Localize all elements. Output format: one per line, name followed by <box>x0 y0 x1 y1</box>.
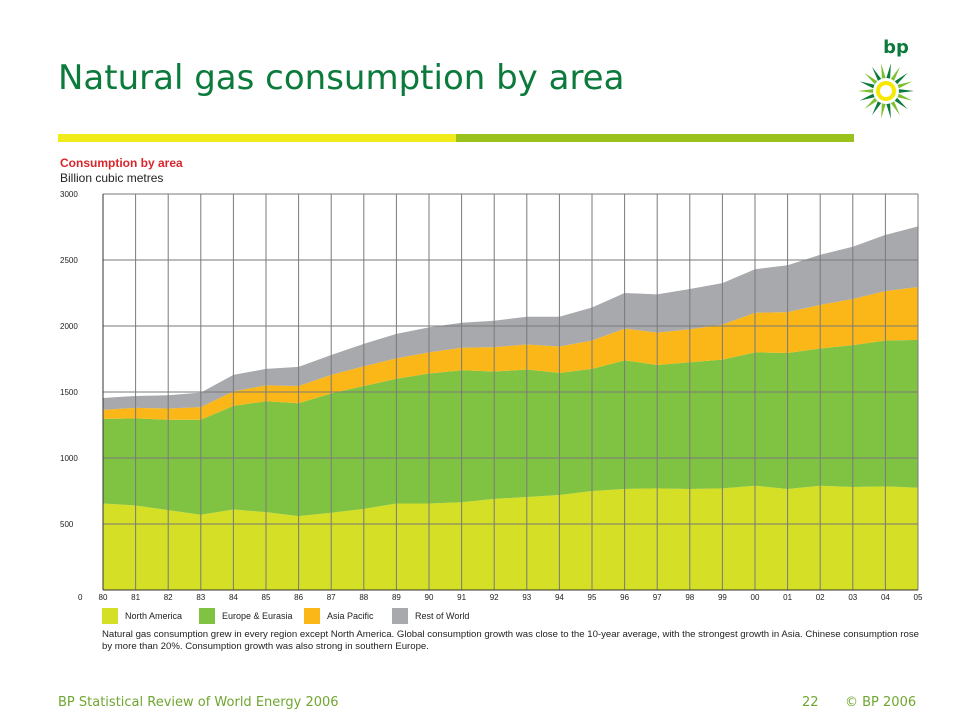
legend-swatch <box>304 608 320 624</box>
x-tick-label: 92 <box>490 593 499 602</box>
legend-label: North America <box>125 611 183 621</box>
x-tick-label: 86 <box>294 593 303 602</box>
area-layers <box>103 226 918 590</box>
logo-petal <box>859 81 876 89</box>
logo-petal <box>886 63 891 80</box>
x-tick-label: 89 <box>392 593 401 602</box>
logo-petal <box>858 88 875 94</box>
x-tick-label: 01 <box>783 593 792 602</box>
legend-label: Rest of World <box>415 611 470 621</box>
x-tick-label: 04 <box>881 593 890 602</box>
helios-icon: bp <box>858 37 914 119</box>
x-tick-label: 85 <box>262 593 271 602</box>
logo-petal <box>890 100 900 116</box>
x-tick-label: 97 <box>653 593 662 602</box>
y-tick-label: 1000 <box>60 454 78 463</box>
y-tick-label: 2500 <box>60 256 78 265</box>
legend-swatch <box>392 608 408 624</box>
chart-caption: Natural gas consumption grew in every re… <box>102 629 919 652</box>
logo-petal <box>896 93 913 101</box>
logo-petal <box>896 81 913 89</box>
accent-bar-yellow <box>58 134 456 142</box>
x-tick-label: 80 <box>99 593 108 602</box>
x-tick-labels: 80 81 82 83 84 85 86 87 88 89 90 91 92 93 94 95 96 97 98 99… <box>99 593 923 602</box>
legend-label: Europe & Eurasia <box>222 611 293 621</box>
x-tick-label: 99 <box>718 593 727 602</box>
gridlines <box>102 193 919 590</box>
logo-petal <box>890 66 900 82</box>
x-tick-label: 82 <box>164 593 173 602</box>
logo-petal <box>897 88 914 94</box>
logo-petal <box>886 102 891 119</box>
x-tick-label: 03 <box>848 593 857 602</box>
page-number: 22 <box>802 695 819 710</box>
area-north-america <box>103 485 918 590</box>
y-tick-label: 1500 <box>60 388 78 397</box>
logo-petal <box>864 73 879 85</box>
copyright: © BP 2006 <box>845 695 917 710</box>
x-tick-label: 91 <box>457 593 466 602</box>
x-tick-label: 95 <box>588 593 597 602</box>
slide-title: Natural gas consumption by area <box>58 58 625 98</box>
x-tick-label: 88 <box>359 593 368 602</box>
x-tick-label: 90 <box>425 593 434 602</box>
chart-unit-label: Billion cubic metres <box>60 171 164 185</box>
logo-petal <box>859 93 876 101</box>
y-tick-label: 0 <box>78 593 83 602</box>
y-tick-labels: 0 500 1000 1500 2000 2500 3000 <box>60 190 83 602</box>
y-tick-label: 500 <box>60 520 74 529</box>
x-tick-label: 02 <box>816 593 825 602</box>
y-tick-label: 3000 <box>60 190 78 199</box>
legend-swatch <box>199 608 215 624</box>
x-tick-label: 83 <box>196 593 205 602</box>
accent-bar-green <box>456 134 854 142</box>
chart-title: Consumption by area <box>60 156 183 170</box>
axes <box>102 194 918 591</box>
x-tick-label: 81 <box>131 593 140 602</box>
area-europe-eurasia <box>103 339 918 517</box>
logo-petal <box>872 100 882 116</box>
logo-text: bp <box>883 37 909 58</box>
logo-petal <box>893 73 908 85</box>
legend-swatch <box>102 608 118 624</box>
logo-petal <box>864 97 879 109</box>
legend-item: Asia Pacific <box>304 608 374 624</box>
x-tick-label: 00 <box>751 593 760 602</box>
area-asia-pacific <box>103 287 918 420</box>
y-tick-label: 2000 <box>60 322 78 331</box>
x-tick-label: 87 <box>327 593 336 602</box>
logo-petal <box>881 63 886 80</box>
legend-item: Rest of World <box>392 608 469 624</box>
logo-petal <box>881 102 886 119</box>
x-tick-label: 05 <box>914 593 923 602</box>
footer-source: BP Statistical Review of World Energy 20… <box>58 695 339 710</box>
legend-label: Asia Pacific <box>327 611 374 621</box>
bp-logo: bp <box>848 34 928 126</box>
x-tick-label: 93 <box>522 593 531 602</box>
legend-item: Europe & Eurasia <box>199 608 293 624</box>
logo-petal <box>872 66 882 82</box>
x-tick-label: 96 <box>620 593 629 602</box>
x-tick-label: 98 <box>685 593 694 602</box>
logo-petal <box>893 97 908 109</box>
x-tick-label: 94 <box>555 593 564 602</box>
x-tick-label: 84 <box>229 593 238 602</box>
legend-item: North America <box>102 608 182 624</box>
